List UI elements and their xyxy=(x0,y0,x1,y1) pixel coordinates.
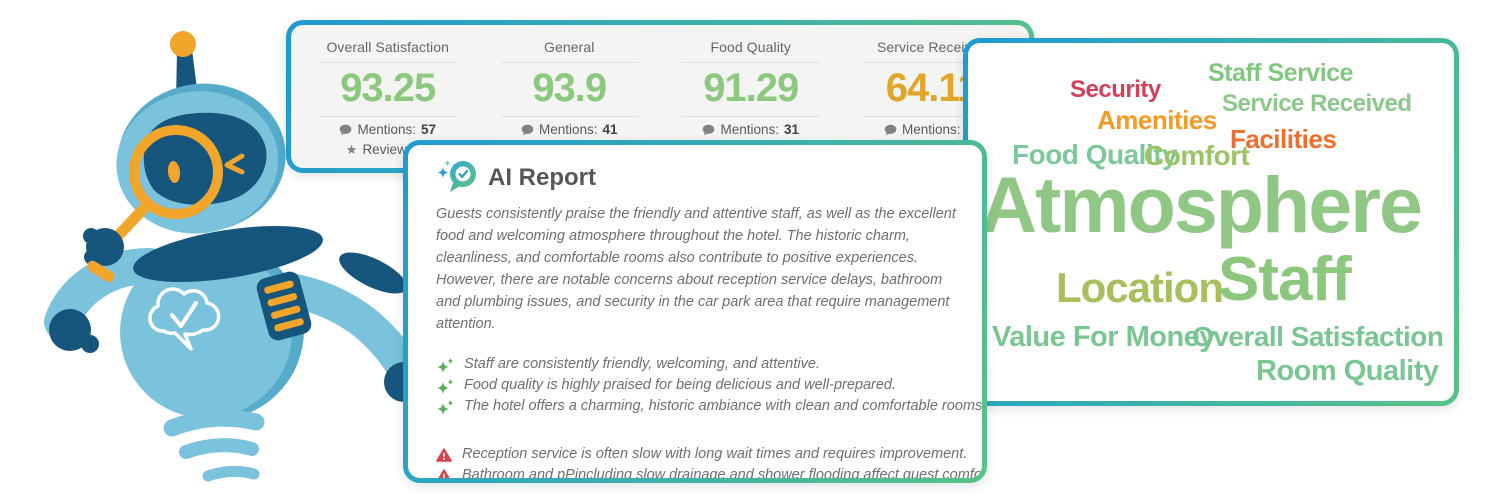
word-cloud-word: Comfort xyxy=(1144,140,1250,171)
divider xyxy=(500,116,638,117)
mentions-value: 41 xyxy=(602,122,618,137)
mentions-count: Mentions: 31 xyxy=(674,122,828,137)
mentions-label: Mentions: xyxy=(357,122,416,137)
divider xyxy=(319,116,457,117)
star-icon: ★ xyxy=(345,142,358,157)
divider xyxy=(682,116,820,117)
metric-label: General xyxy=(543,39,595,55)
metric-label: Service Received xyxy=(876,39,988,55)
speech-bubble-icon xyxy=(703,124,715,135)
word-cloud: Security Staff Service Service Received … xyxy=(968,43,1454,401)
metric-value: 91.29 xyxy=(703,66,799,110)
robot-shoulder-band xyxy=(339,252,407,294)
robot-visor xyxy=(143,112,267,205)
speech-bubble-icon xyxy=(340,124,352,135)
word-cloud-word: Service Received xyxy=(1222,90,1412,117)
robot-collar xyxy=(133,225,323,283)
robot-right-arm xyxy=(273,273,419,382)
metric-card-food-quality: Food Quality 91.29 Mentions: 31 xyxy=(660,39,842,168)
word-cloud-word: Security xyxy=(1070,76,1161,103)
robot-hover-band-2 xyxy=(179,438,259,459)
robot-eye xyxy=(167,161,181,183)
word-cloud-word: Facilities xyxy=(1230,124,1337,154)
mentions-value: 57 xyxy=(421,122,437,137)
finding-text: Food quality is highly praised for being… xyxy=(464,377,897,393)
ai-summary-text: Guests consistently praise the friendly … xyxy=(436,206,956,332)
metric-value: 93.9 xyxy=(532,66,607,110)
robot-left-hand xyxy=(49,309,91,351)
positive-finding-item: The hotel offers a charming, historic am… xyxy=(436,398,982,419)
robot-antenna-ball xyxy=(170,31,196,57)
speech-bubble-check-icon xyxy=(148,287,221,351)
robot-mascot-illustration xyxy=(44,31,424,482)
robot-vent-panel xyxy=(256,271,312,341)
robot-finger-1 xyxy=(83,228,99,244)
finding-text: Bathroom and pPincluding slow drainage a… xyxy=(462,467,982,478)
robot-hover-band-1 xyxy=(163,409,265,437)
speech-bubble-icon xyxy=(884,124,897,135)
word-cloud-word: Staff Service xyxy=(1208,59,1353,87)
positive-finding-item: Staff are consistently friendly, welcomi… xyxy=(436,356,954,377)
sparkle-icon xyxy=(437,400,454,415)
word-cloud-word: Staff xyxy=(1218,245,1352,314)
ai-report-header: AI Report xyxy=(436,159,954,197)
ai-report-icon xyxy=(437,160,476,192)
robot-hover-band-3 xyxy=(202,465,260,482)
divider xyxy=(319,62,457,63)
word-cloud-word: Overall Satisfaction xyxy=(1192,321,1444,352)
mentions-value: 31 xyxy=(784,122,800,137)
speech-bubble-icon xyxy=(521,124,534,135)
robot-cuff xyxy=(86,260,115,283)
word-cloud-word: Food Quality xyxy=(1012,139,1178,170)
negative-findings-list: Reception service is often slow with lon… xyxy=(436,446,982,478)
mentions-label: Mentions: xyxy=(901,122,961,137)
warning-icon xyxy=(438,469,450,478)
metric-label: Overall Satisfaction xyxy=(326,39,450,55)
word-cloud-panel: Security Staff Service Service Received … xyxy=(963,38,1459,406)
ai-report-card: AI Report Guests consistently praise the… xyxy=(403,140,987,483)
ai-report-title: AI Report xyxy=(488,164,596,191)
metric-card-general: General 93.9 Mentions: 41 xyxy=(479,39,661,168)
robot-wink-eye xyxy=(224,153,245,175)
sparkle-icon xyxy=(437,379,454,394)
ai-report-body: AI Report Guests consistently praise the… xyxy=(408,145,982,478)
word-cloud-word: Room Quality xyxy=(1256,355,1439,387)
magnifier-handle xyxy=(110,198,154,244)
mentions-label: Mentions: xyxy=(720,122,779,137)
robot-finger-2 xyxy=(84,249,100,265)
word-cloud-body: Security Staff Service Service Received … xyxy=(968,43,1454,401)
finding-text: Reception service is often slow with lon… xyxy=(462,446,968,462)
warning-icon xyxy=(436,448,452,462)
word-cloud-word: Atmosphere xyxy=(980,160,1423,249)
divider xyxy=(500,62,638,63)
metric-value: 93.25 xyxy=(340,66,436,110)
mentions-count: Mentions: 41 xyxy=(493,122,647,137)
metric-label: Food Quality xyxy=(710,39,792,55)
word-cloud-word: Location xyxy=(1056,264,1224,311)
positive-finding-item: Food quality is highly praised for being… xyxy=(436,377,954,398)
negative-finding-item: Bathroom and pPincluding slow drainage a… xyxy=(436,467,982,478)
word-cloud-word: Value For Money xyxy=(992,321,1215,353)
divider xyxy=(682,62,820,63)
negative-finding-item: Reception service is often slow with lon… xyxy=(436,446,967,467)
mentions-label: Mentions: xyxy=(538,122,598,137)
robot-body xyxy=(120,246,292,418)
divider xyxy=(863,116,1001,117)
robot-left-thumb xyxy=(81,335,99,353)
magnifier-ring-icon xyxy=(129,125,223,219)
divider xyxy=(863,62,1001,63)
mentions-count: Mentions: 57 xyxy=(311,122,465,137)
word-cloud-word: Amenities xyxy=(1097,105,1217,135)
finding-text: The hotel offers a charming, historic am… xyxy=(464,398,982,414)
sparkle-icon xyxy=(437,358,454,373)
finding-text: Staff are consistently friendly, welcomi… xyxy=(464,356,820,372)
positive-findings-list: Staff are consistently friendly, welcomi… xyxy=(436,356,982,419)
